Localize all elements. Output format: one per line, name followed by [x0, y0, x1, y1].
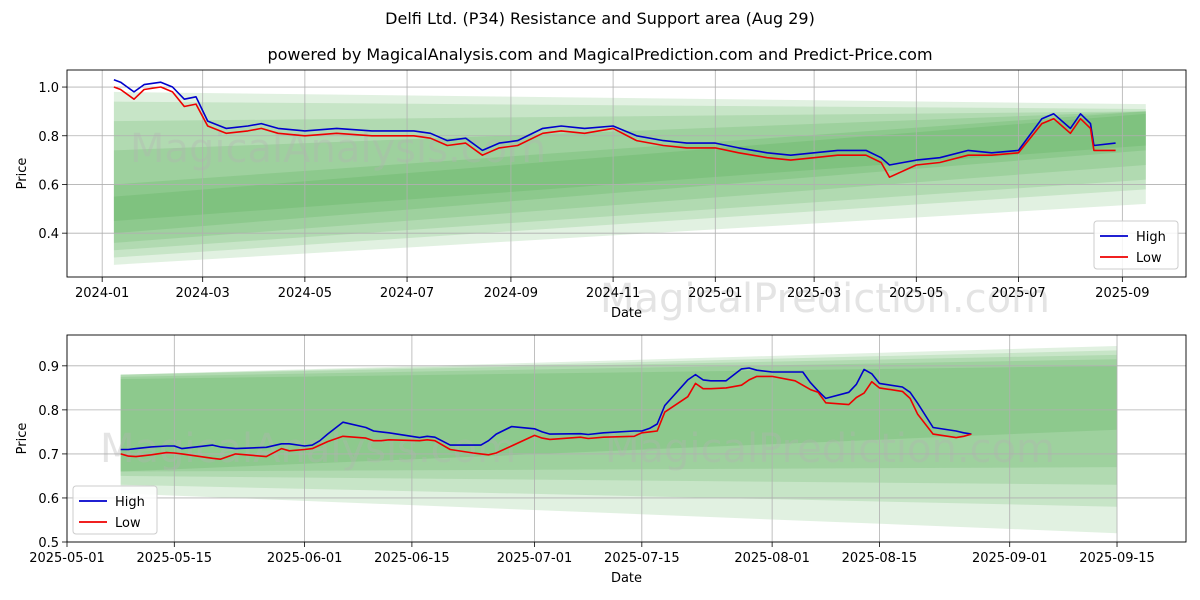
legend-label-low: Low	[115, 516, 141, 531]
x-tick-label: 2025-07	[991, 286, 1045, 301]
legend-label-low: Low	[1136, 251, 1162, 266]
x-axis-label: Date	[611, 306, 642, 321]
x-tick-label: 2025-05-01	[29, 551, 105, 566]
series-line-high	[113, 78, 1116, 166]
resistance-support-bands	[113, 91, 1146, 265]
chart-title: Delfi Ltd. (P34) Resistance and Support …	[385, 9, 815, 28]
x-tick-label: 2025-07-15	[604, 551, 680, 566]
x-tick-label: 2025-05	[889, 286, 943, 301]
x-axis-label: Date	[611, 571, 642, 586]
y-tick-label: 0.4	[38, 227, 59, 242]
y-tick-label: 0.5	[38, 536, 59, 551]
x-tick-label: 2025-03	[787, 286, 841, 301]
x-tick-label: 2025-08-15	[842, 551, 918, 566]
x-tick-label: 2024-07	[380, 286, 434, 301]
legend-label-high: High	[1136, 230, 1166, 245]
legend-label-high: High	[115, 495, 145, 510]
chart-panel-1: MagicalAnalysis.comMagicalPrediction.com…	[15, 69, 1187, 322]
x-tick-label: 2024-01	[75, 286, 129, 301]
y-tick-label: 0.6	[38, 178, 59, 193]
x-tick-label: 2025-09	[1095, 286, 1149, 301]
x-tick-label: 2025-05-15	[137, 551, 213, 566]
x-tick-label: 2025-06-01	[267, 551, 343, 566]
y-tick-label: 0.9	[38, 360, 59, 375]
plot-frame	[66, 69, 1187, 278]
x-tick-label: 2024-05	[278, 286, 332, 301]
x-tick-label: 2025-01	[688, 286, 742, 301]
watermark-2: MagicalPrediction.com	[605, 426, 1055, 472]
x-tick-label: 2024-11	[586, 286, 640, 301]
resistance-support-bands	[120, 346, 1118, 534]
series-group	[113, 78, 1116, 178]
y-tick-label: 0.6	[38, 492, 59, 507]
support-band-5	[120, 365, 1118, 472]
support-band-1	[120, 346, 1118, 534]
plot-frame	[66, 334, 1187, 543]
x-tick-label: 2024-03	[176, 286, 230, 301]
support-band-2	[113, 101, 1146, 258]
series-line-high	[120, 367, 972, 451]
support-band-6	[113, 113, 1146, 221]
series-line-low	[113, 86, 1116, 178]
support-band-2	[120, 350, 1118, 507]
x-tick-label: 2025-09-01	[972, 551, 1048, 566]
chart-panel-2: MagicalAnalysis.com MagicalPrediction.com…	[15, 334, 1187, 586]
y-tick-label: 0.8	[38, 404, 59, 419]
chart-subtitle: powered by MagicalAnalysis.com and Magic…	[267, 45, 933, 64]
legend: High Low	[1093, 220, 1179, 270]
x-tick-label: 2025-08-01	[734, 551, 810, 566]
support-band-4	[113, 111, 1146, 243]
y-axis-label: Price	[15, 158, 30, 190]
watermark-2: MagicalPrediction.com	[600, 276, 1050, 322]
y-tick-label: 1.0	[38, 81, 59, 96]
y-axis-label: Price	[15, 423, 30, 455]
legend: High Low	[72, 485, 158, 535]
y-tick-label: 0.8	[38, 130, 59, 145]
x-tick-label: 2025-07-01	[497, 551, 573, 566]
series-group	[120, 367, 972, 461]
series-line-low	[120, 375, 972, 461]
x-tick-label: 2024-09	[484, 286, 538, 301]
support-band-3	[113, 111, 1146, 251]
y-tick-label: 0.7	[38, 448, 59, 463]
x-tick-label: 2025-09-15	[1079, 551, 1155, 566]
support-band-5	[113, 111, 1146, 234]
x-tick-label: 2025-06-15	[374, 551, 450, 566]
